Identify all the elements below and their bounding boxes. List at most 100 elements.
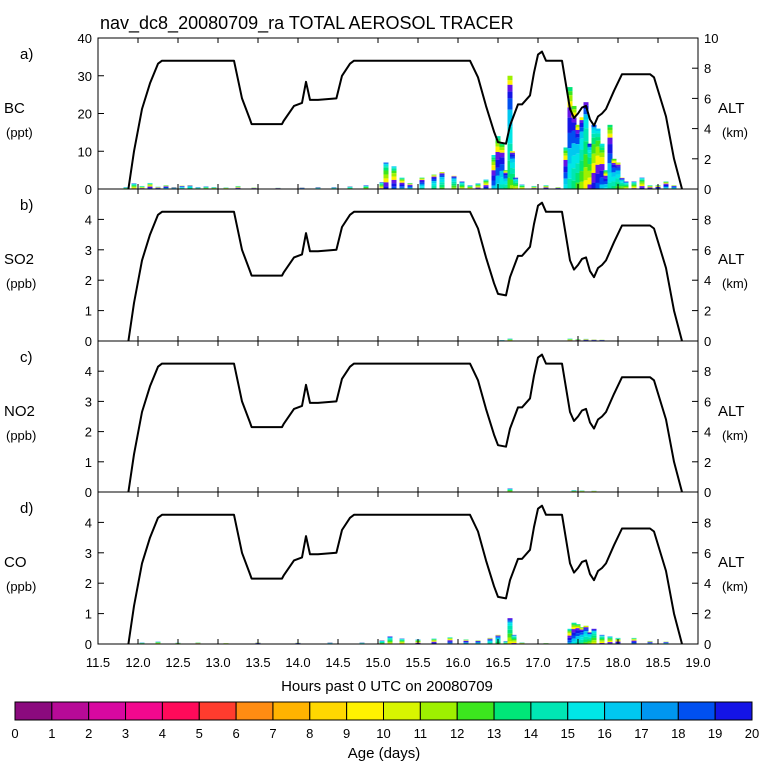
data-bar-bc — [595, 128, 601, 189]
bar-segment — [519, 187, 525, 189]
data-bar-co — [387, 636, 393, 644]
bar-segment — [447, 642, 453, 644]
bar-segment — [607, 153, 613, 164]
bar-segment — [575, 133, 581, 138]
bar-segment — [591, 172, 597, 183]
y-tick-label: 2 — [85, 576, 92, 591]
bar-segment — [387, 637, 393, 639]
data-bar-co — [475, 640, 481, 644]
bar-segment — [179, 186, 185, 188]
data-bar-bc — [671, 185, 677, 189]
bar-segment — [431, 642, 437, 644]
species-unit: (ppb) — [6, 428, 36, 443]
bar-segment — [511, 636, 517, 637]
bar-segment — [567, 630, 573, 631]
bar-segment — [509, 185, 515, 189]
bar-segment — [383, 166, 389, 168]
bar-segment — [579, 149, 585, 161]
x-tick-label: 16.0 — [445, 655, 470, 670]
colorbar-cell — [677, 701, 716, 721]
bar-segment — [663, 182, 669, 184]
bar-segment — [619, 182, 625, 185]
data-bar-co — [463, 639, 469, 644]
bar-segment — [615, 166, 621, 168]
bar-segment — [379, 641, 385, 643]
species-label: CO — [4, 554, 27, 571]
bar-segment — [587, 633, 593, 635]
bar-segment — [567, 633, 573, 636]
bar-segment — [467, 187, 473, 189]
bar-segment — [131, 184, 137, 186]
bar-segment — [583, 119, 589, 129]
bar-segment — [623, 182, 629, 184]
bar-segment — [623, 187, 629, 189]
colorbar-cell — [567, 701, 606, 721]
bar-segment — [579, 117, 585, 121]
bar-segment — [379, 186, 385, 188]
data-bar-bc — [563, 147, 569, 189]
bar-segment — [383, 182, 389, 187]
bar-segment — [513, 178, 519, 180]
bar-segment — [491, 175, 497, 181]
y-axis-left: 0 1 2 3 4 — [85, 212, 104, 349]
bar-segment — [603, 187, 609, 189]
bar-segment — [451, 177, 457, 179]
bar-segment — [447, 639, 453, 641]
bar-segment — [563, 150, 569, 154]
bar-segment — [595, 173, 601, 183]
bar-segment — [147, 186, 153, 188]
bar-segment — [647, 186, 653, 187]
bar-segment — [619, 184, 625, 187]
bar-segment — [587, 157, 593, 165]
bar-segment — [503, 187, 509, 189]
bar-segment — [391, 167, 397, 169]
bar-segment — [495, 167, 501, 176]
bar-segment — [579, 642, 585, 644]
bar-segment — [583, 636, 589, 640]
bar-segment — [391, 169, 397, 171]
bar-segment — [499, 164, 505, 171]
colorbar-tick-label: 19 — [708, 726, 722, 741]
bar-segment — [599, 145, 605, 148]
alt-unit: (km) — [722, 125, 748, 140]
bar-segment — [587, 147, 593, 151]
bar-segment — [567, 163, 573, 179]
bar-segment — [595, 155, 601, 165]
bar-segment — [491, 157, 497, 160]
bar-segment — [571, 625, 577, 627]
bar-segment — [407, 187, 413, 189]
bar-segment — [671, 186, 677, 188]
bar-segment — [607, 127, 613, 130]
y-axis-right: 0 2 4 6 8 — [692, 515, 711, 652]
y-tick-label: 40 — [78, 31, 92, 46]
data-bar-bc — [611, 158, 617, 189]
bar-segment — [475, 641, 481, 642]
data-bar-co — [607, 636, 613, 644]
bar-segment — [499, 150, 505, 153]
bar-segment — [571, 629, 577, 633]
data-bar-bc — [483, 179, 489, 189]
bar-segment — [495, 152, 501, 160]
bar-segment — [499, 170, 505, 178]
bar-segment — [503, 184, 509, 188]
bar-segment — [399, 187, 405, 189]
bar-segment — [509, 179, 515, 186]
bar-segment — [507, 490, 513, 492]
bar-segment — [463, 642, 469, 643]
bar-segment — [595, 133, 601, 138]
bar-segment — [507, 621, 513, 624]
colorbar-tick-label: 9 — [343, 726, 350, 741]
bar-segment — [563, 153, 569, 156]
bar-segment — [571, 122, 577, 131]
bar-segment — [591, 133, 597, 138]
bar-segment — [611, 160, 617, 162]
bar-segment — [595, 146, 601, 156]
bar-segment — [483, 181, 489, 183]
bar-segment — [575, 124, 581, 128]
bar-segment — [503, 173, 509, 176]
bar-segment — [587, 170, 593, 178]
bar-segment — [639, 186, 645, 188]
bar-segment — [451, 181, 457, 184]
bar-segment — [571, 626, 577, 630]
data-bar-bc — [503, 170, 509, 189]
